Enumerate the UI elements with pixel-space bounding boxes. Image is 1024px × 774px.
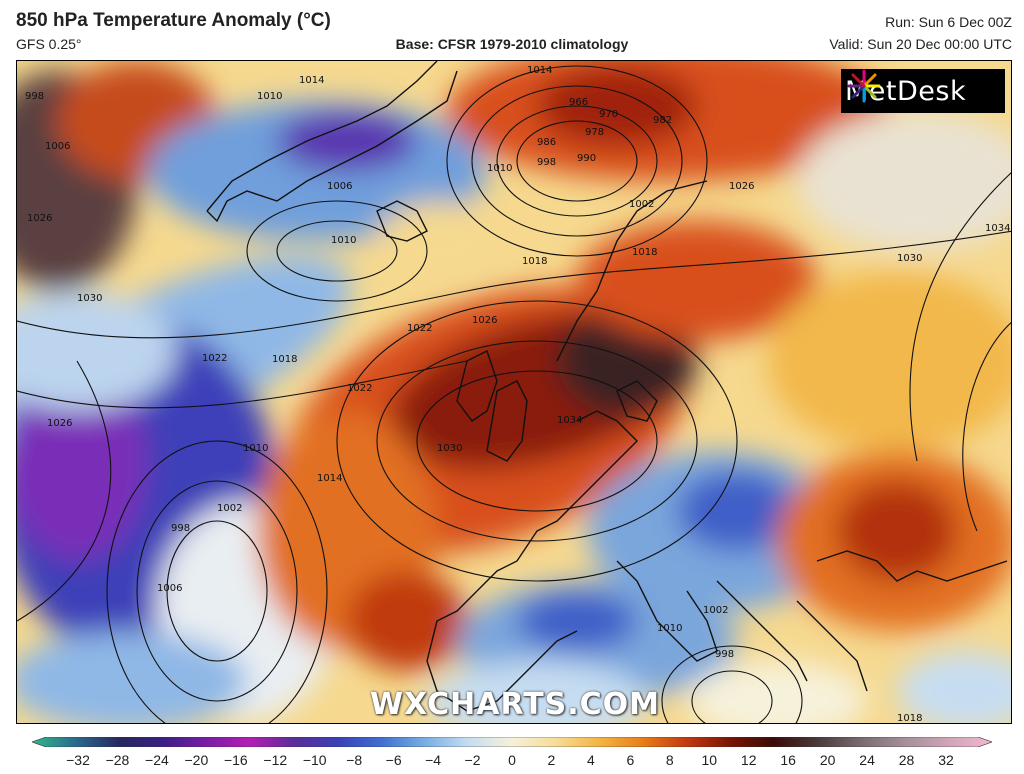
isobar-label: 1026	[472, 315, 497, 326]
run-time-label: Run: Sun 6 Dec 00Z	[885, 14, 1012, 30]
colorbar-tick-label: −28	[105, 752, 130, 768]
colorbar-tick-label: −20	[184, 752, 209, 768]
colorbar-tick-label: 28	[898, 752, 915, 768]
anomaly-field	[17, 61, 1011, 723]
isobar-label: 1002	[703, 605, 728, 616]
isobar-label: 1010	[331, 235, 356, 246]
isobar-label: 1026	[47, 418, 72, 429]
colorbar-tick-label: −10	[302, 752, 327, 768]
isobar-label: 1010	[487, 163, 512, 174]
metdesk-starburst-icon	[847, 69, 881, 103]
colorbar-tick-label: 8	[665, 752, 674, 768]
isobar-label: 1030	[897, 253, 922, 264]
isobar-label: 1018	[272, 354, 297, 365]
model-label: GFS 0.25°	[16, 36, 82, 52]
wxcharts-watermark: WXCHARTS.COM	[369, 687, 661, 722]
colorbar-tick-label: 16	[780, 752, 796, 768]
coastlines	[206, 61, 1008, 712]
isobar-label: 998	[171, 523, 190, 534]
isobar-label: 1018	[522, 256, 547, 267]
colorbar-tick-label: −8	[346, 752, 363, 768]
isobar-label: 1014	[317, 473, 342, 484]
colorbar-tick-label: 2	[547, 752, 556, 768]
colorbar-tick-label: 0	[508, 752, 516, 768]
colorbar-tick-label: −6	[385, 752, 402, 768]
isobar-label: 986	[537, 137, 556, 148]
isobar-label: 1018	[897, 713, 922, 724]
isobar-label: 966	[569, 97, 588, 108]
isobar-label: 978	[585, 127, 604, 138]
colorbar-tick-label: −32	[66, 752, 90, 768]
isobar-labels: 998 1006 1010 1014 1026 1006 1010 1018 1…	[25, 65, 1010, 724]
isobar-label: 1030	[77, 293, 102, 304]
isobar-label: 1002	[629, 199, 654, 210]
isobar-label: 1006	[327, 181, 352, 192]
isobar-label: 1026	[27, 213, 52, 224]
isobar-label: 1022	[347, 383, 372, 394]
isobar-label: 1014	[527, 65, 552, 76]
anomaly-map[interactable]: 998 1006 1010 1014 1026 1006 1010 1018 1…	[16, 60, 1012, 724]
colorbar-tick-label: −2	[464, 752, 481, 768]
colorbar-tick-label: 4	[587, 752, 595, 768]
isobar-label: 1010	[657, 623, 682, 634]
colorbar-tick-label: −16	[223, 752, 248, 768]
colorbar-tick-label: −12	[263, 752, 288, 768]
isobar-label: 998	[537, 157, 556, 168]
colorbar-tick-label: 24	[859, 752, 875, 768]
colorbar-ticks: −32 −28 −24 −20 −16 −12 −10 −8 −6 −4 −2 0 2 4 6 8 10 12 16…	[0, 752, 1024, 772]
isobar-label: 1002	[217, 503, 242, 514]
isobar-label: 1014	[299, 75, 324, 86]
isobar-label: 1026	[729, 181, 754, 192]
colorbar-tick-label: 20	[819, 752, 836, 768]
isobar-label: 982	[653, 115, 672, 126]
isobar-label: 1030	[437, 443, 462, 454]
isobar-label: 1022	[202, 353, 227, 364]
isobar-label: 1006	[45, 141, 70, 152]
metdesk-logo: MetDesk	[841, 69, 1005, 113]
isobar-label: 998	[25, 91, 44, 102]
colorbar-scale	[32, 737, 992, 747]
chart-title: 850 hPa Temperature Anomaly (°C)	[16, 10, 331, 31]
isobar-lines	[17, 65, 1011, 723]
colorbar-tick-label: 32	[938, 752, 954, 768]
colorbar-tick-label: −4	[425, 752, 442, 768]
isobar-label: 1034	[985, 223, 1010, 234]
colorbar	[32, 737, 992, 747]
isobar-label: 1022	[407, 323, 432, 334]
colorbar-tick-label: 10	[701, 752, 718, 768]
climatology-base-label: Base: CFSR 1979-2010 climatology	[395, 36, 629, 52]
colorbar-tick-label: −24	[145, 752, 169, 768]
isobar-label: 970	[599, 109, 618, 120]
isobar-label: 1010	[243, 443, 268, 454]
map-canvas: 998 1006 1010 1014 1026 1006 1010 1018 1…	[17, 61, 1011, 724]
isobar-label: 1034	[557, 415, 582, 426]
isobar-label: 1010	[257, 91, 282, 102]
isobar-label: 1018	[632, 247, 657, 258]
isobar-label: 1006	[157, 583, 182, 594]
colorbar-tick-label: 6	[626, 752, 635, 768]
isobar-label: 990	[577, 153, 596, 164]
colorbar-tick-label: 12	[740, 752, 757, 768]
isobar-label: 998	[715, 649, 734, 660]
valid-time-label: Valid: Sun 20 Dec 00:00 UTC	[829, 36, 1012, 52]
